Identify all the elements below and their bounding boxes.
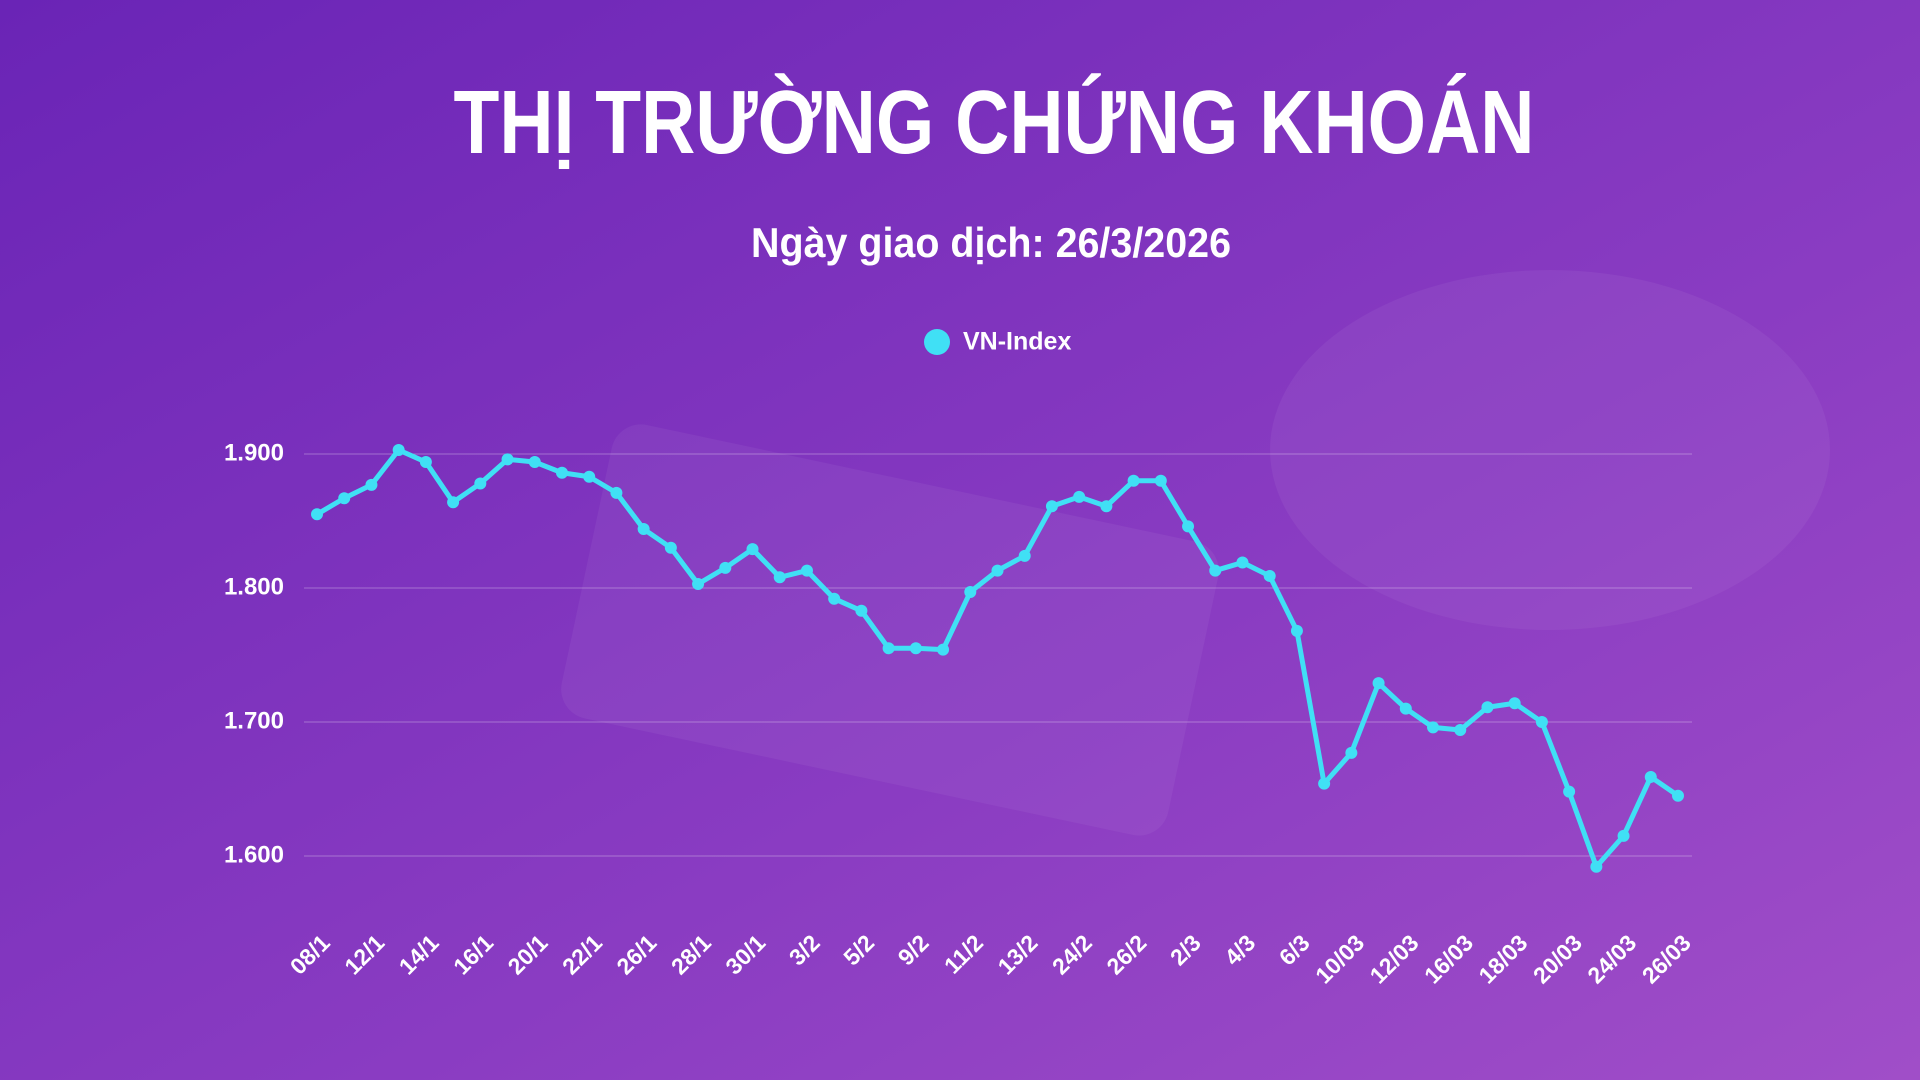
chart-title: THỊ TRƯỜNG CHỨNG KHOÁN: [454, 72, 1535, 173]
data-point: [311, 508, 323, 521]
data-point: [1073, 490, 1086, 503]
data-point: [1672, 789, 1684, 802]
y-tick-label: 1.600: [224, 841, 284, 868]
data-point: [1154, 474, 1167, 487]
data-point: [392, 443, 405, 456]
y-tick-label: 1.700: [224, 707, 284, 734]
data-point: [1127, 474, 1140, 487]
data-point: [1236, 556, 1249, 569]
data-point: [1372, 677, 1385, 690]
bg-decor: [561, 424, 1219, 836]
data-point: [1535, 716, 1548, 728]
data-point: [1590, 860, 1603, 873]
data-point: [855, 604, 868, 617]
data-point: [1045, 500, 1058, 513]
data-point: [964, 586, 977, 599]
data-point: [692, 577, 705, 590]
data-point: [1018, 549, 1031, 562]
data-point: [1508, 697, 1521, 710]
data-point: [800, 564, 813, 577]
data-point: [1345, 746, 1358, 759]
data-point: [991, 564, 1004, 577]
data-point: [746, 543, 759, 556]
data-point: [474, 477, 487, 490]
chart-subtitle: Ngày giao dịch: 26/3/2026: [751, 219, 1231, 266]
data-point: [528, 456, 541, 469]
data-point: [1617, 829, 1630, 842]
data-point: [610, 486, 623, 499]
data-point: [637, 523, 650, 536]
data-point: [882, 642, 895, 655]
data-point: [1454, 724, 1467, 737]
data-point: [828, 592, 841, 605]
y-tick-label: 1.900: [224, 439, 284, 466]
y-tick-label: 1.800: [224, 573, 284, 600]
data-point: [1209, 564, 1222, 577]
legend-marker: [924, 329, 950, 355]
data-point: [338, 492, 351, 505]
data-point: [1644, 770, 1657, 783]
data-point: [419, 456, 432, 469]
data-point: [555, 466, 568, 479]
data-point: [773, 571, 786, 584]
data-point: [937, 643, 950, 656]
bg-decor: [1270, 270, 1830, 630]
data-point: [365, 478, 378, 491]
data-point: [501, 453, 514, 466]
legend-label: VN-Index: [963, 328, 1071, 356]
data-point: [1563, 785, 1576, 798]
data-point: [719, 561, 732, 574]
data-point: [1399, 702, 1412, 715]
data-point: [1427, 721, 1440, 734]
data-point: [1100, 500, 1113, 513]
data-point: [1290, 624, 1303, 637]
data-point: [447, 496, 460, 509]
data-point: [909, 642, 922, 655]
data-point: [1481, 701, 1494, 714]
data-point: [583, 470, 596, 483]
data-point: [1263, 569, 1276, 582]
data-point: [1318, 777, 1331, 790]
data-point: [664, 541, 677, 554]
data-point: [1182, 520, 1195, 533]
